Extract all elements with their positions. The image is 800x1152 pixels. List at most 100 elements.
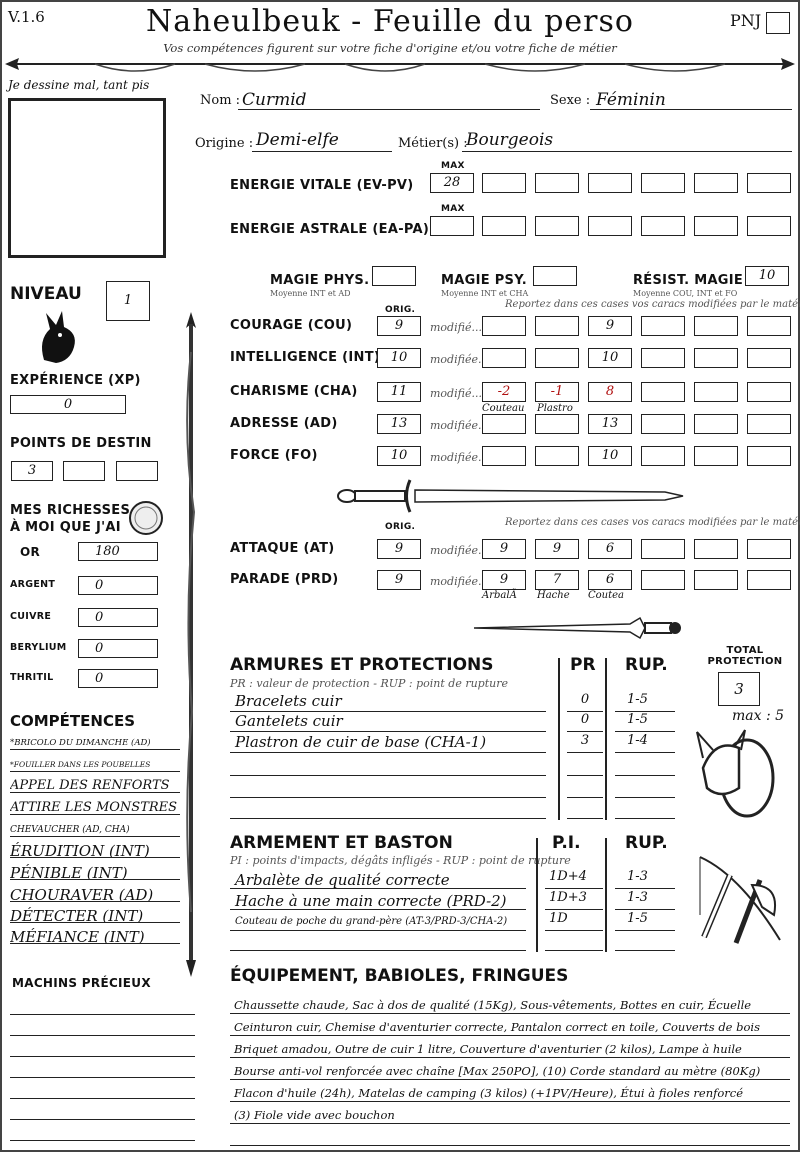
- carac-mod-box[interactable]: [641, 446, 685, 466]
- carac-mod-box[interactable]: 9: [588, 316, 632, 336]
- machin-line[interactable]: [10, 995, 195, 1015]
- arme-rup[interactable]: 1-3: [615, 869, 675, 889]
- carac-mod-box[interactable]: [747, 414, 791, 434]
- armure-pr[interactable]: [567, 756, 603, 776]
- competence-item[interactable]: DÉTECTER (INT): [10, 903, 180, 923]
- equipement-line[interactable]: Flacon d'huile (24h), Matelas de camping…: [230, 1082, 790, 1102]
- competence-item[interactable]: PÉNIBLE (INT): [10, 860, 180, 880]
- carac-mod-box[interactable]: [482, 348, 526, 368]
- ev-box[interactable]: [694, 173, 738, 193]
- carac-mod-box[interactable]: [747, 446, 791, 466]
- armure-name[interactable]: [230, 799, 546, 819]
- ev-box[interactable]: [482, 173, 526, 193]
- carac-orig-box[interactable]: 10: [377, 348, 421, 368]
- carac-orig-box[interactable]: 9: [377, 316, 421, 336]
- arme-rup[interactable]: 1-3: [615, 890, 675, 910]
- money-box[interactable]: 0: [78, 639, 158, 658]
- ea-box[interactable]: [482, 216, 526, 236]
- equipement-line[interactable]: [230, 1126, 790, 1146]
- ev-box[interactable]: [641, 173, 685, 193]
- ea-box[interactable]: [535, 216, 579, 236]
- carac-mod-box[interactable]: 10: [588, 348, 632, 368]
- arme-pi[interactable]: [545, 931, 603, 951]
- arme-rup[interactable]: 1-5: [615, 911, 675, 931]
- carac-mod-box[interactable]: [482, 446, 526, 466]
- competence-item[interactable]: MÉFIANCE (INT): [10, 924, 180, 944]
- machin-line[interactable]: [10, 1079, 195, 1099]
- armure-name[interactable]: [230, 756, 546, 776]
- destin-box-2[interactable]: [63, 461, 105, 481]
- armure-pr[interactable]: 0: [567, 712, 603, 732]
- pnj-checkbox[interactable]: [766, 12, 790, 34]
- armure-name[interactable]: [230, 778, 546, 798]
- equipement-line[interactable]: Bourse anti-vol renforcée avec chaîne [M…: [230, 1060, 790, 1080]
- carac-mod-box[interactable]: [747, 348, 791, 368]
- competence-item[interactable]: ÉRUDITION (INT): [10, 838, 180, 858]
- combat-mod-box[interactable]: 6: [588, 570, 632, 590]
- carac-mod-box[interactable]: [535, 446, 579, 466]
- magie-phys-box[interactable]: [372, 266, 416, 286]
- ea-box[interactable]: [641, 216, 685, 236]
- total-protection-box[interactable]: 3: [718, 672, 760, 706]
- armure-pr[interactable]: [567, 778, 603, 798]
- armure-rup[interactable]: [615, 778, 675, 798]
- carac-mod-box[interactable]: [641, 414, 685, 434]
- combat-orig-box[interactable]: 9: [377, 539, 421, 559]
- competence-item[interactable]: CHEVAUCHER (AD, CHA): [10, 817, 180, 837]
- origine-field[interactable]: Demi-elfe: [252, 130, 392, 152]
- combat-mod-box[interactable]: [694, 539, 738, 559]
- armure-pr[interactable]: 0: [567, 692, 603, 712]
- portrait-box[interactable]: [8, 98, 166, 258]
- arme-pi[interactable]: 1D+3: [545, 890, 603, 910]
- competence-item[interactable]: CHOURAVER (AD): [10, 882, 180, 902]
- ev-box[interactable]: [588, 173, 632, 193]
- arme-name[interactable]: [230, 931, 526, 951]
- nom-field[interactable]: Curmid: [238, 90, 540, 110]
- combat-mod-box[interactable]: [641, 539, 685, 559]
- equipement-line[interactable]: Briquet amadou, Outre de cuir 1 litre, C…: [230, 1038, 790, 1058]
- carac-orig-box[interactable]: 13: [377, 414, 421, 434]
- niveau-box[interactable]: 1: [106, 281, 150, 321]
- competence-item[interactable]: ATTIRE LES MONSTRES: [10, 795, 180, 815]
- carac-orig-box[interactable]: 11: [377, 382, 421, 402]
- armure-rup[interactable]: [615, 756, 675, 776]
- combat-mod-box[interactable]: 7: [535, 570, 579, 590]
- carac-mod-box[interactable]: 13: [588, 414, 632, 434]
- carac-mod-box[interactable]: 10: [588, 446, 632, 466]
- armure-rup[interactable]: 1-4: [615, 733, 675, 753]
- destin-box-1[interactable]: 3: [11, 461, 53, 481]
- carac-mod-box[interactable]: [482, 414, 526, 434]
- ev-box[interactable]: [747, 173, 791, 193]
- money-box[interactable]: 0: [78, 669, 158, 688]
- armure-pr[interactable]: 3: [567, 733, 603, 753]
- destin-box-3[interactable]: [116, 461, 158, 481]
- armure-pr[interactable]: [567, 799, 603, 819]
- arme-rup[interactable]: [615, 931, 675, 951]
- armure-rup[interactable]: 1-5: [615, 712, 675, 732]
- combat-mod-box[interactable]: 6: [588, 539, 632, 559]
- carac-mod-box[interactable]: [535, 348, 579, 368]
- carac-mod-box[interactable]: [694, 382, 738, 402]
- combat-mod-box[interactable]: 9: [535, 539, 579, 559]
- arme-name[interactable]: Hache à une main correcte (PRD-2): [230, 890, 526, 910]
- combat-mod-box[interactable]: [747, 539, 791, 559]
- ev-box[interactable]: [535, 173, 579, 193]
- carac-mod-box[interactable]: [535, 414, 579, 434]
- armure-rup[interactable]: 1-5: [615, 692, 675, 712]
- competence-item[interactable]: APPEL DES RENFORTS: [10, 773, 180, 793]
- money-box[interactable]: 0: [78, 608, 158, 627]
- machin-line[interactable]: [10, 1037, 195, 1057]
- arme-name[interactable]: Arbalète de qualité correcte: [230, 869, 526, 889]
- machin-line[interactable]: [10, 1058, 195, 1078]
- resist-magie-box[interactable]: 10: [745, 266, 789, 286]
- money-box[interactable]: 0: [78, 576, 158, 595]
- ea-max-box[interactable]: [430, 216, 474, 236]
- arme-name[interactable]: Couteau de poche du grand-père (AT-3/PRD…: [230, 911, 526, 931]
- arme-pi[interactable]: 1D: [545, 911, 603, 931]
- carac-mod-box[interactable]: [535, 316, 579, 336]
- equipement-line[interactable]: Ceinturon cuir, Chemise d'aventurier cor…: [230, 1016, 790, 1036]
- metier-field[interactable]: Bourgeois: [462, 130, 792, 152]
- combat-orig-box[interactable]: 9: [377, 570, 421, 590]
- armure-name[interactable]: Gantelets cuir: [230, 712, 546, 732]
- armure-name[interactable]: Bracelets cuir: [230, 692, 546, 712]
